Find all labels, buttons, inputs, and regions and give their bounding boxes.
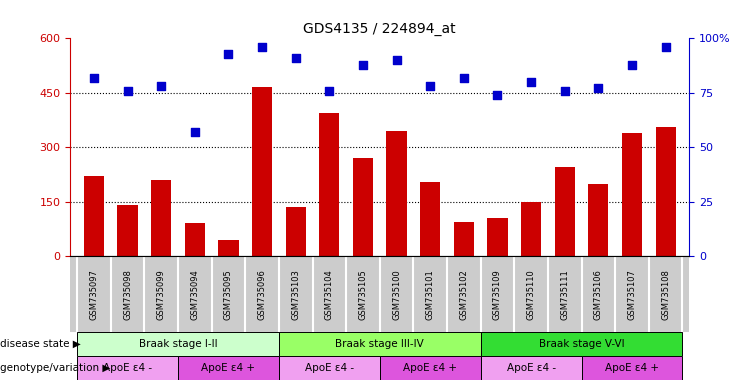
Point: [626, 61, 638, 68]
Bar: [588, 184, 608, 256]
Bar: [353, 158, 373, 256]
Bar: [252, 88, 272, 256]
Text: GSM735108: GSM735108: [661, 269, 670, 319]
Bar: [453, 222, 474, 256]
Point: [290, 55, 302, 61]
Text: GSM735107: GSM735107: [628, 269, 637, 319]
Point: [525, 79, 537, 85]
Point: [425, 83, 436, 89]
Bar: [380, 356, 481, 380]
Point: [659, 44, 671, 50]
Text: GSM735106: GSM735106: [594, 269, 603, 319]
Bar: [219, 240, 239, 256]
Text: GSM735101: GSM735101: [425, 269, 435, 319]
Point: [592, 85, 604, 91]
Bar: [77, 332, 279, 356]
Bar: [481, 356, 582, 380]
Text: ApoE ε4 +: ApoE ε4 +: [202, 363, 256, 373]
Bar: [178, 356, 279, 380]
Text: Braak stage I-II: Braak stage I-II: [139, 339, 217, 349]
Point: [559, 88, 571, 94]
Bar: [118, 205, 138, 256]
Text: Braak stage V-VI: Braak stage V-VI: [539, 339, 625, 349]
Bar: [387, 131, 407, 256]
Text: ApoE ε4 +: ApoE ε4 +: [605, 363, 659, 373]
Text: GSM735104: GSM735104: [325, 269, 334, 319]
Point: [391, 57, 402, 63]
Point: [458, 74, 470, 81]
Text: GSM735097: GSM735097: [90, 269, 99, 319]
Bar: [151, 180, 171, 256]
Text: GSM735103: GSM735103: [291, 269, 300, 319]
Point: [189, 129, 201, 135]
Point: [256, 44, 268, 50]
Text: GSM735109: GSM735109: [493, 269, 502, 319]
Text: GSM735099: GSM735099: [156, 269, 166, 319]
Text: ApoE ε4 -: ApoE ε4 -: [305, 363, 354, 373]
Bar: [488, 218, 508, 256]
Bar: [84, 176, 104, 256]
Bar: [481, 332, 682, 356]
Bar: [279, 356, 380, 380]
Point: [222, 51, 234, 57]
Bar: [521, 202, 541, 256]
Text: GSM735102: GSM735102: [459, 269, 468, 319]
Point: [323, 88, 335, 94]
Bar: [279, 332, 481, 356]
Bar: [622, 133, 642, 256]
Text: ApoE ε4 -: ApoE ε4 -: [507, 363, 556, 373]
Text: ApoE ε4 -: ApoE ε4 -: [103, 363, 152, 373]
Point: [88, 74, 100, 81]
Bar: [185, 223, 205, 256]
Bar: [554, 167, 575, 256]
Text: GSM735095: GSM735095: [224, 269, 233, 319]
Text: GSM735096: GSM735096: [258, 269, 267, 319]
Text: GSM735094: GSM735094: [190, 269, 199, 319]
Text: GSM735105: GSM735105: [359, 269, 368, 319]
Point: [156, 83, 167, 89]
Bar: [582, 356, 682, 380]
Text: Braak stage III-IV: Braak stage III-IV: [336, 339, 424, 349]
Bar: [77, 356, 178, 380]
Point: [491, 92, 503, 98]
Point: [357, 61, 369, 68]
Title: GDS4135 / 224894_at: GDS4135 / 224894_at: [304, 22, 456, 36]
Text: disease state ▶: disease state ▶: [0, 339, 81, 349]
Text: genotype/variation ▶: genotype/variation ▶: [0, 363, 110, 373]
Bar: [319, 113, 339, 256]
Text: GSM735111: GSM735111: [560, 269, 569, 319]
Text: GSM735100: GSM735100: [392, 269, 401, 319]
Bar: [285, 207, 306, 256]
Point: [122, 88, 133, 94]
Text: GSM735098: GSM735098: [123, 269, 132, 319]
Bar: [420, 182, 440, 256]
Bar: [656, 127, 676, 256]
Text: ApoE ε4 +: ApoE ε4 +: [403, 363, 457, 373]
Text: GSM735110: GSM735110: [527, 269, 536, 319]
